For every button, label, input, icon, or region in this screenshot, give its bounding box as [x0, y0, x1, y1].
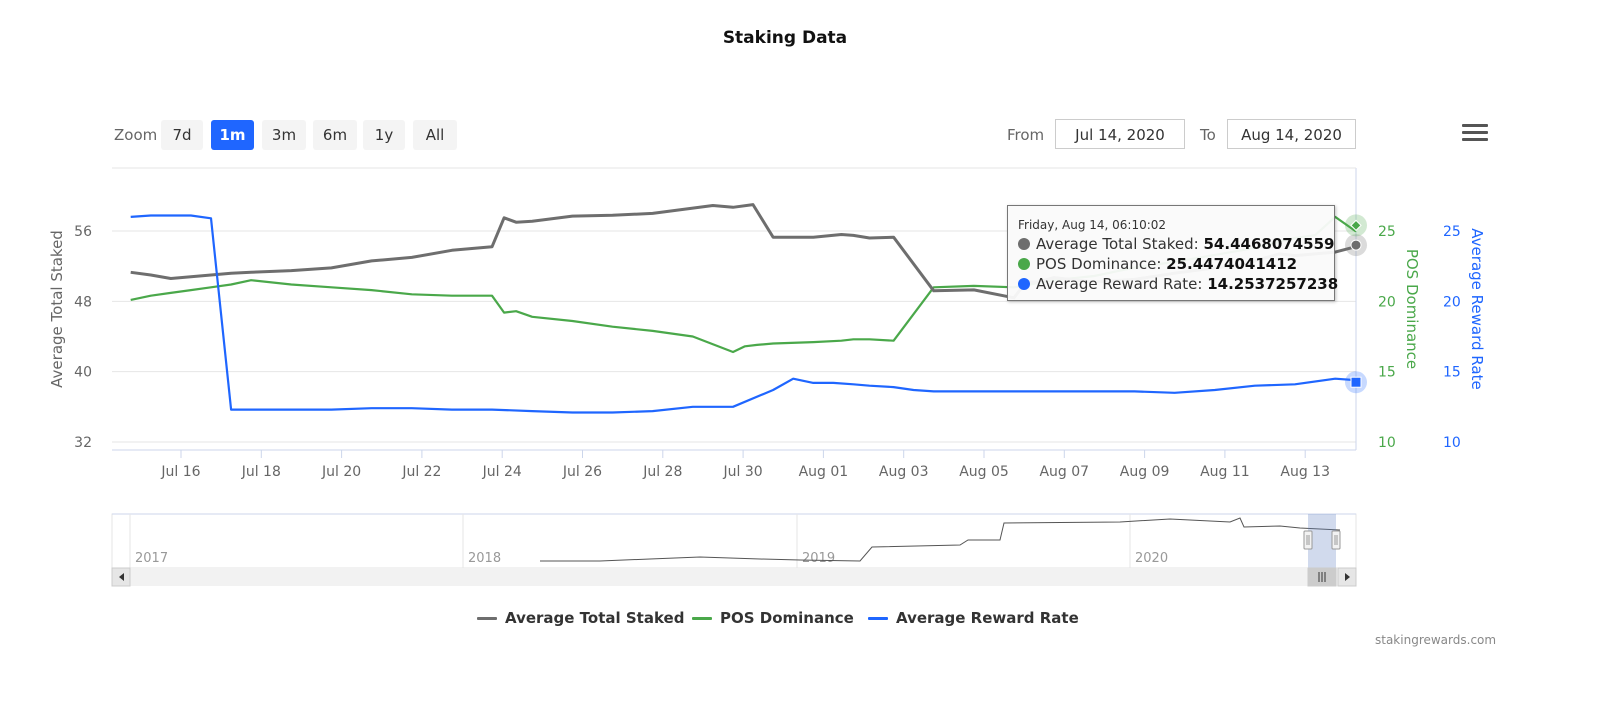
y-axis-title-left: Average Total Staked [48, 230, 66, 388]
x-tick-label: Aug 05 [959, 464, 1009, 480]
y-tick-label-reward-rate: 20 [1443, 294, 1461, 310]
x-tick-label: Jul 28 [642, 464, 682, 480]
range-to-input[interactable]: Aug 14, 2020 [1227, 119, 1356, 149]
tooltip-value: 14.2537257238 [1207, 275, 1339, 293]
chart-title: Staking Data [722, 28, 848, 48]
tooltip-label: Average Total Staked: [1036, 235, 1199, 253]
range-from-label: From [1007, 126, 1045, 144]
x-tick-label: Aug 07 [1039, 464, 1089, 480]
navigator-year-label: 2020 [1135, 551, 1168, 566]
y-tick-label-pos-dominance: 25 [1378, 224, 1396, 240]
hover-marker-total-staked [1350, 239, 1362, 251]
zoom-all-button[interactable]: All [413, 120, 457, 150]
x-tick-label: Jul 24 [482, 464, 522, 480]
hover-marker-reward-rate [1350, 376, 1362, 388]
tooltip-label: POS Dominance: [1036, 255, 1162, 273]
tooltip-row-pos-dominance: POS Dominance: 25.4474041412 [1018, 254, 1324, 274]
x-tick-label: Jul 16 [160, 464, 200, 480]
y-axis-title-reward-rate: Average Reward Rate [1468, 228, 1486, 389]
legend-label: Average Reward Rate [896, 609, 1079, 627]
zoom-6m-button[interactable]: 6m [313, 120, 357, 150]
x-tick-label: Jul 30 [723, 464, 763, 480]
x-tick-label: Aug 01 [799, 464, 849, 480]
y-tick-label-reward-rate: 10 [1443, 435, 1461, 451]
x-tick-label: Jul 18 [241, 464, 281, 480]
legend-item-reward-rate[interactable]: Average Reward Rate [868, 608, 1079, 628]
navigator-year-label: 2018 [468, 551, 501, 566]
zoom-7d-button[interactable]: 7d [161, 120, 203, 150]
y-tick-label-pos-dominance: 15 [1378, 365, 1396, 381]
tooltip-row-reward-rate: Average Reward Rate: 14.2537257238 [1018, 274, 1338, 294]
y-tick-label-pos-dominance: 10 [1378, 435, 1396, 451]
zoom-1y-button[interactable]: 1y [363, 120, 405, 150]
zoom-1m-button[interactable]: 1m [211, 120, 254, 150]
zoom-3m-button[interactable]: 3m [262, 120, 306, 150]
x-tick-label: Aug 03 [879, 464, 929, 480]
navigator-year-label: 2019 [802, 551, 835, 566]
tooltip-row-total-staked: Average Total Staked: 54.4468074559 [1018, 234, 1334, 254]
navigator-year-label: 2017 [135, 551, 168, 566]
y-tick-label-reward-rate: 15 [1443, 365, 1461, 381]
tooltip-dot-icon [1018, 258, 1030, 270]
y-axis-title-pos-dominance: POS Dominance [1403, 249, 1421, 369]
navigator-series-line [540, 517, 1341, 562]
y-tick-label-left: 56 [74, 224, 92, 240]
navigator-handle[interactable] [1303, 530, 1313, 550]
x-tick-label: Jul 26 [562, 464, 602, 480]
x-tick-label: Jul 22 [401, 464, 441, 480]
y-tick-label-pos-dominance: 20 [1378, 294, 1396, 310]
x-tick-label: Aug 13 [1280, 464, 1330, 480]
credit-link[interactable]: stakingrewards.com [1375, 633, 1497, 647]
navigator-selection [1308, 514, 1336, 568]
legend-line-icon [692, 617, 712, 620]
y-tick-label-reward-rate: 25 [1443, 224, 1461, 240]
tooltip-label: Average Reward Rate: [1036, 275, 1203, 293]
y-tick-label-left: 40 [74, 365, 92, 381]
legend-label: Average Total Staked [505, 609, 685, 627]
legend-item-total-staked[interactable]: Average Total Staked [477, 608, 684, 628]
legend-label: POS Dominance [720, 609, 854, 627]
y-tick-label-left: 48 [74, 294, 92, 310]
tooltip-dot-icon [1018, 278, 1030, 290]
navigator[interactable]: 2017 2018 2019 2020 [111, 513, 1357, 587]
x-tick-label: Jul 20 [321, 464, 361, 480]
tooltip-value: 54.4468074559 [1203, 235, 1335, 253]
scroll-left-icon [119, 573, 124, 581]
range-to-label: To [1200, 126, 1216, 144]
scroll-right-icon [1345, 573, 1350, 581]
tooltip: Friday, Aug 14, 06:10:02 Average Total S… [1007, 205, 1338, 301]
range-from-input[interactable]: Jul 14, 2020 [1055, 119, 1185, 149]
navigator-handle[interactable] [1331, 530, 1341, 550]
hover-marker-pos-dominance [1350, 219, 1362, 232]
tooltip-value: 25.4474041412 [1166, 255, 1298, 273]
x-tick-label: Aug 11 [1200, 464, 1250, 480]
tooltip-dot-icon [1018, 238, 1030, 250]
tooltip-date: Friday, Aug 14, 06:10:02 [1018, 218, 1167, 232]
hamburger-menu-icon[interactable] [1462, 124, 1488, 146]
series-line-average-reward-rate [130, 214, 1358, 414]
legend-line-icon [477, 617, 497, 620]
zoom-label: Zoom [114, 126, 158, 144]
navigator-frame [111, 513, 1357, 569]
scrollbar-track [112, 568, 1356, 586]
y-tick-label-left: 32 [74, 435, 92, 451]
x-tick-label: Aug 09 [1120, 464, 1170, 480]
legend-line-icon [868, 617, 888, 620]
legend-item-pos-dominance[interactable]: POS Dominance [692, 608, 854, 628]
